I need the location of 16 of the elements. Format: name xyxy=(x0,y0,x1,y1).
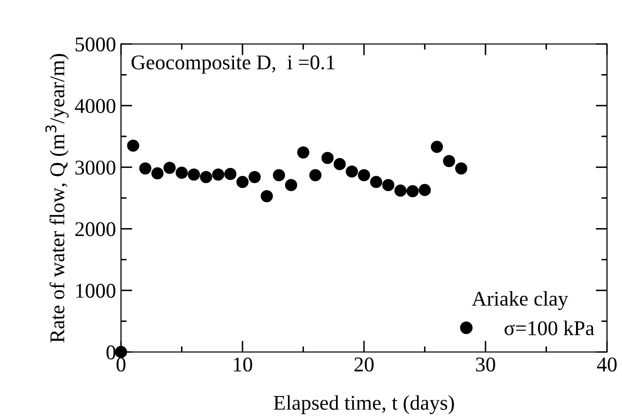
x-tick-label: 10 xyxy=(234,357,252,372)
x-tick-label: 40 xyxy=(596,357,617,372)
y-tick-label: 1000 xyxy=(76,284,116,298)
y-tick-label: 0 xyxy=(106,345,116,360)
y-tick-label: 2000 xyxy=(75,222,116,236)
legend-title: Ariake clay xyxy=(472,291,568,310)
x-tick-label: 30 xyxy=(476,357,496,372)
legend-label: σ=100 kPa xyxy=(504,320,594,336)
chart-title: Geocomposite D, i =0.1 xyxy=(132,55,334,74)
x-axis-title: Elapsed time, t (days) xyxy=(274,395,454,414)
y-tick-label: 5000 xyxy=(76,37,116,52)
y-axis-title: Rate of water flow, Q (m$^{3}$/year/m) xyxy=(45,54,69,343)
y-tick-label: 3000 xyxy=(75,160,116,175)
y-tick-label: 4000 xyxy=(74,98,116,114)
x-tick-label: 0 xyxy=(116,357,126,372)
x-tick-label: 20 xyxy=(354,357,374,372)
